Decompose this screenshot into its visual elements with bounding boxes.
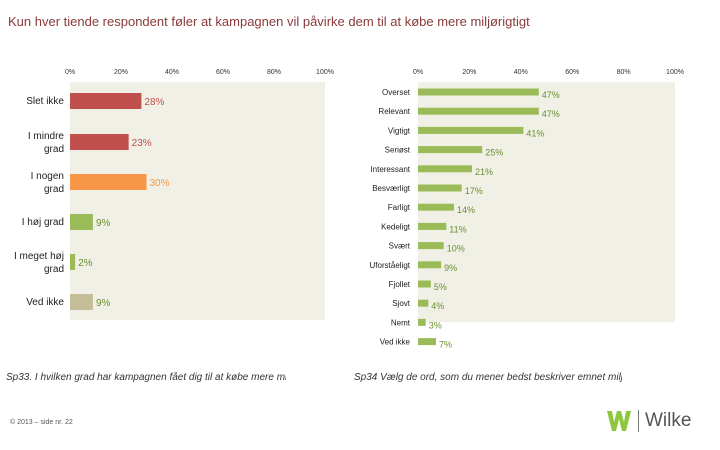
category-label: I mindre grad <box>28 131 65 155</box>
page-title: Kun hver tiende respondent føler at kamp… <box>8 14 530 29</box>
category-label-line: grad <box>44 184 64 195</box>
bar-kedeligt <box>418 222 447 230</box>
bar-slet-ikke <box>70 93 142 109</box>
x-tick-label: 20% <box>114 69 128 76</box>
footnote-left: Sp33. I hvilken grad har kampagnen fået … <box>6 372 286 383</box>
value-label: 28% <box>144 97 164 108</box>
bar-i-høj-grad <box>70 214 93 230</box>
bar-farligt <box>418 203 454 211</box>
category-label: I høj grad <box>22 217 64 228</box>
category-label: Slet ikke <box>26 96 64 107</box>
value-label: 17% <box>465 186 483 196</box>
category-label-line: I mindre <box>28 131 65 142</box>
copyright-text: © 2013 – side nr. 22 <box>10 419 73 426</box>
value-label: 47% <box>542 109 560 119</box>
value-label: 41% <box>526 128 544 138</box>
value-label: 14% <box>457 205 475 215</box>
value-label: 2% <box>78 258 93 269</box>
x-tick-label: 60% <box>565 69 579 76</box>
x-tick-label: 60% <box>216 69 230 76</box>
value-label: 10% <box>447 244 465 254</box>
value-label: 7% <box>439 340 452 350</box>
value-label: 5% <box>434 282 447 292</box>
value-label: 23% <box>132 138 152 149</box>
x-tick-label: 80% <box>267 69 281 76</box>
category-label: Vigtigt <box>388 126 411 135</box>
value-label: 21% <box>475 167 493 177</box>
category-label: Sjovt <box>392 299 411 308</box>
bar-ved-ikke <box>418 338 436 346</box>
category-label-line: grad <box>44 144 64 155</box>
x-tick-label: 100% <box>316 69 334 76</box>
value-label: 30% <box>150 178 170 189</box>
x-tick-label: 0% <box>413 69 423 76</box>
value-label: 3% <box>429 320 442 330</box>
bar-i-nogen-grad <box>70 174 147 190</box>
category-label: Fjollet <box>389 280 411 289</box>
category-label: Kedeligt <box>381 222 411 231</box>
value-label: 9% <box>96 218 111 229</box>
bar-ved-ikke <box>70 294 93 310</box>
bar-relevant <box>418 107 539 115</box>
logo-wordmark: Wilke <box>645 410 692 431</box>
x-tick-label: 80% <box>617 69 631 76</box>
category-label: Seriøst <box>385 146 411 155</box>
category-label-line: I meget høj <box>14 251 64 262</box>
value-label: 9% <box>96 298 111 309</box>
value-label: 4% <box>431 301 444 311</box>
bar-vigtigt <box>418 126 524 134</box>
bar-uforståeligt <box>418 261 442 269</box>
category-label: Relevant <box>378 107 410 116</box>
brand-logo: Wilke <box>606 410 691 432</box>
bar-besværligt <box>418 184 462 192</box>
bar-i-meget-høj-grad <box>70 254 76 270</box>
bar-seriøst <box>418 146 483 154</box>
wilke-logo-mark-icon <box>607 411 631 431</box>
plot-area-right <box>418 82 675 322</box>
x-tick-label: 20% <box>462 69 476 76</box>
bar-nemt <box>418 318 426 326</box>
footnote-right: Sp34 Vælg de ord, som du mener bedst bes… <box>354 372 622 383</box>
category-label: I meget høj grad <box>14 251 64 275</box>
bar-i-mindre-grad <box>70 134 129 150</box>
x-tick-label: 0% <box>65 69 75 76</box>
x-tick-label: 100% <box>666 69 684 76</box>
bar-interessant <box>418 165 472 173</box>
bar-overset <box>418 88 539 96</box>
category-label: I nogen grad <box>31 171 64 195</box>
category-label: Uforståeligt <box>370 261 411 270</box>
logo-divider <box>638 410 639 432</box>
value-label: 25% <box>485 148 503 158</box>
category-label: Overset <box>382 88 411 97</box>
category-label: Nemt <box>391 318 411 327</box>
value-label: 9% <box>444 263 457 273</box>
category-label-line: I nogen <box>31 171 64 182</box>
category-label: Ved ikke <box>380 338 411 347</box>
category-label: Svært <box>389 242 411 251</box>
bar-fjollet <box>418 280 431 288</box>
category-label: Ved ikke <box>26 297 64 308</box>
bar-sjovt <box>418 299 429 307</box>
category-label-line: grad <box>44 264 64 275</box>
plot-area-left <box>70 82 325 320</box>
category-label: Interessant <box>370 165 410 174</box>
x-tick-label: 40% <box>165 69 179 76</box>
category-label: Farligt <box>388 203 411 212</box>
value-label: 11% <box>449 224 466 234</box>
x-tick-label: 40% <box>514 69 528 76</box>
value-label: 47% <box>542 90 560 100</box>
bar-svært <box>418 242 444 250</box>
category-label: Besværligt <box>372 184 411 193</box>
